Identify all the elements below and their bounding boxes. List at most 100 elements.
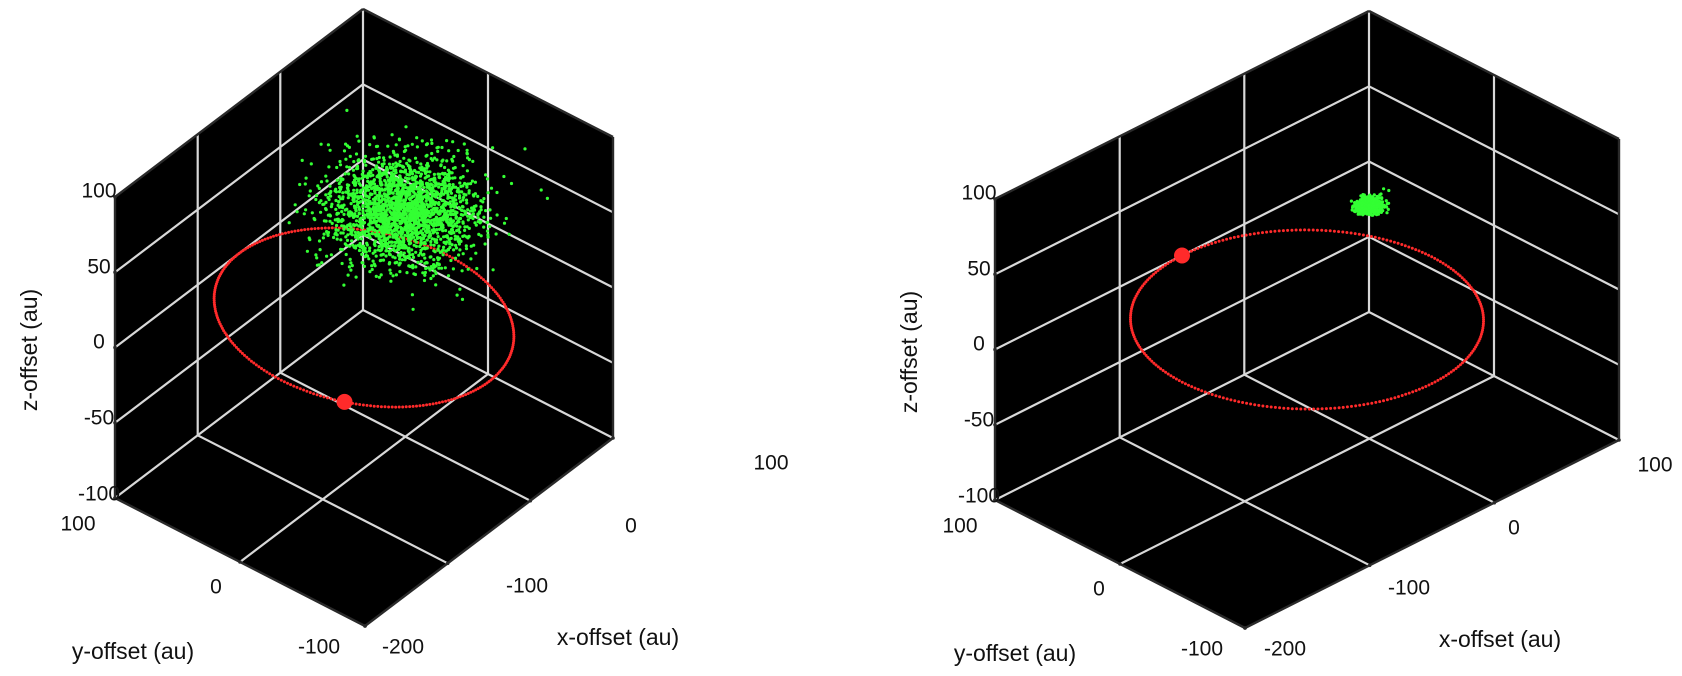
cloud-point: [387, 199, 391, 204]
cloud-point: [494, 232, 498, 236]
orbit-point: [1200, 389, 1204, 393]
cloud-point: [451, 176, 455, 180]
cloud-point: [326, 213, 330, 217]
cloud-point: [471, 216, 475, 221]
cloud-point: [321, 202, 325, 206]
cloud-point: [417, 218, 421, 222]
orbit-point: [1414, 248, 1418, 252]
cloud-point: [419, 241, 423, 245]
cloud-point: [336, 219, 340, 224]
orbit-point: [1315, 228, 1319, 232]
cloud-point: [352, 178, 357, 182]
cloud-point: [418, 192, 422, 196]
x-tick-mark: [1492, 500, 1497, 505]
cloud-point: [317, 186, 321, 190]
orbit-point: [1253, 403, 1257, 407]
cloud-point: [523, 147, 527, 151]
orbit-point: [233, 343, 236, 347]
orbit-point: [1481, 322, 1485, 326]
cloud-point: [411, 216, 415, 220]
grid-line: [1368, 235, 1620, 366]
orbit-point: [1129, 316, 1132, 319]
cloud-point: [335, 165, 339, 170]
orbit-point: [249, 359, 253, 363]
orbit-point: [1278, 406, 1282, 410]
cloud-point: [402, 228, 407, 232]
orbit-point: [1350, 404, 1353, 408]
cloud-point: [385, 175, 389, 179]
orbit-point: [1244, 233, 1248, 237]
cloud-point: [411, 266, 415, 270]
cloud-point: [398, 270, 402, 274]
cloud-point: [436, 247, 440, 251]
cloud-point: [484, 173, 488, 177]
cloud-point: [324, 193, 328, 197]
cloud-point: [315, 256, 319, 260]
cloud-point: [421, 247, 425, 251]
cloud-point: [507, 232, 511, 236]
orbit-point: [1481, 315, 1485, 319]
cloud-point: [361, 222, 365, 226]
cloud-point: [419, 259, 423, 264]
cloud-point: [335, 178, 339, 182]
cloud-point: [425, 142, 429, 146]
cloud-point: [352, 223, 357, 228]
cloud-point: [363, 213, 367, 217]
cloud-point: [394, 273, 398, 277]
orbit-point: [241, 249, 245, 252]
z-tick-mark: [113, 421, 117, 425]
cloud-point: [369, 193, 373, 197]
cloud-point: [405, 215, 409, 219]
cloud-point: [438, 176, 442, 180]
cloud-point: [1384, 199, 1388, 203]
cloud-point: [465, 225, 469, 229]
cloud-point: [378, 191, 382, 195]
cloud-point: [352, 188, 356, 192]
cloud-point: [410, 142, 414, 146]
axis-box-edge: [362, 7, 614, 139]
orbit-point: [1320, 407, 1324, 411]
cloud-point: [345, 165, 349, 169]
cloud-point: [454, 198, 458, 202]
cloud-point: [443, 171, 447, 176]
cloud-point: [390, 174, 394, 178]
cloud-point: [466, 214, 470, 218]
cloud-point: [394, 241, 398, 245]
grid-line: [994, 311, 1370, 501]
orbit-point: [1396, 241, 1400, 245]
cloud-point: [388, 181, 392, 185]
cloud-point: [451, 166, 456, 170]
cloud-point: [504, 216, 508, 221]
cloud-point: [475, 266, 479, 271]
grid-line: [994, 235, 1370, 426]
x-tick-mark: [1617, 438, 1621, 442]
orbit-point: [482, 278, 485, 282]
cloud-point: [443, 214, 447, 218]
orbit-point: [1187, 383, 1190, 387]
cloud-point: [443, 186, 447, 190]
cloud-point: [457, 242, 461, 246]
cloud-point: [452, 248, 456, 252]
cloud-point: [421, 271, 425, 275]
cloud-point: [426, 191, 430, 195]
cloud-point: [425, 166, 429, 170]
cloud-point: [421, 168, 425, 172]
cloud-point: [411, 263, 415, 267]
cloud-point: [385, 165, 389, 169]
cloud-point: [465, 148, 469, 152]
cloud-point: [450, 220, 454, 225]
cloud-point: [412, 243, 416, 247]
orbit-point: [262, 368, 266, 372]
orbit-point: [1458, 363, 1462, 367]
orbit-point: [1241, 401, 1245, 404]
cloud-point: [356, 159, 360, 163]
cloud-point: [371, 232, 375, 236]
cloud-point: [428, 220, 432, 224]
orbit-point: [451, 256, 455, 260]
cloud-point: [461, 164, 465, 168]
orbit-point: [276, 377, 280, 381]
cloud-point: [416, 232, 420, 236]
cloud-point: [398, 257, 402, 261]
cloud-point: [409, 209, 413, 214]
